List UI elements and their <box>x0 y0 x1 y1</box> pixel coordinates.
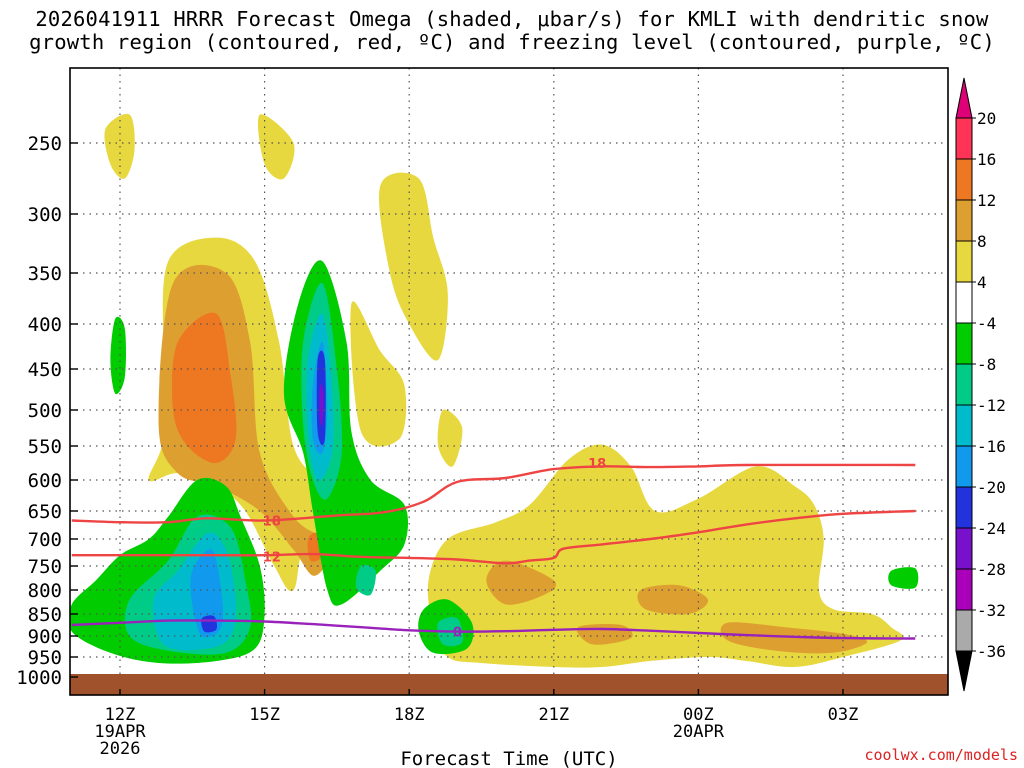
colorbar-swatch-6 <box>955 363 973 406</box>
omega-region-pos12-12 <box>171 312 237 464</box>
omega-region-neg24-29 <box>319 384 324 426</box>
colorbar-label-6: -8 <box>977 355 996 374</box>
plot-grid <box>70 68 948 695</box>
colorbar-label-2: 12 <box>977 191 996 210</box>
x-tick-label-18Z: 18Z <box>394 705 425 725</box>
colorbar-label-8: -16 <box>977 437 1006 456</box>
y-tick-label-400: 400 <box>28 314 62 336</box>
colorbar-label-13: -36 <box>977 642 1006 661</box>
x-tick-sublabel-00Z-0: 20APR <box>673 722 725 742</box>
x-axis-label: Forecast Time (UTC) <box>400 748 617 768</box>
colorbar-swatch-10 <box>955 527 973 570</box>
omega-region-neg8-22 <box>355 564 376 596</box>
x-tick-sublabel-12Z-1: 2026 <box>100 739 141 759</box>
omega-region-neg20-28 <box>201 615 218 633</box>
credit-link[interactable]: coolwx.com/models <box>864 746 1018 764</box>
y-tick-label-350: 350 <box>28 263 62 285</box>
colorbar: 20 16 12 8 4 -4 -8 -12 -16 -20 -24 -28 -32 -36 <box>955 77 1006 692</box>
contour-label-freezing-level-0: 0 <box>453 626 462 641</box>
omega-region-neg4-18 <box>888 567 919 589</box>
y-tick-label-250: 250 <box>28 133 62 155</box>
y-tick-label-550: 550 <box>28 436 62 458</box>
contour-label-dgz-18-upper: 18 <box>588 457 606 472</box>
omega-region-pos4-1 <box>257 114 295 180</box>
colorbar-label-10: -24 <box>977 519 1006 538</box>
x-tick-label-00Z: 00Z <box>683 705 714 725</box>
colorbar-swatch-2 <box>955 199 973 242</box>
contour-freezing-level-0 <box>71 619 916 640</box>
x-tick-label-21Z: 21Z <box>538 705 569 725</box>
colorbar-swatch-8 <box>955 445 973 488</box>
y-tick-label-950: 950 <box>28 647 62 669</box>
y-tick-label-700: 700 <box>28 529 62 551</box>
colorbar-swatch-3 <box>955 240 973 283</box>
temperature-contours: 18 12 18 0 <box>71 457 916 641</box>
contour-label-dgz-minus12: 12 <box>263 550 281 565</box>
contour-label-dgz-minus18: 18 <box>263 515 281 530</box>
omega-region-neg4-14 <box>110 316 126 395</box>
colorbar-label-4: 4 <box>977 273 987 292</box>
colorbar-label-1: 16 <box>977 150 996 169</box>
omega-region-pos4-6 <box>427 444 904 668</box>
colorbar-label-5: -4 <box>977 314 996 333</box>
omega-region-pos4-5 <box>437 409 463 467</box>
y-tick-label-600: 600 <box>28 470 62 492</box>
ground-layer <box>70 674 948 695</box>
colorbar-label-9: -20 <box>977 478 1006 497</box>
plot-frame <box>69 67 949 696</box>
colorbar-label-0: 20 <box>977 109 996 128</box>
chart-title-line1: 2026041911 HRRR Forecast Omega (shaded, … <box>35 7 989 31</box>
y-tick-label-500: 500 <box>28 400 62 422</box>
y-tick-label-300: 300 <box>28 204 62 226</box>
colorbar-swatch-5 <box>955 322 973 365</box>
y-tick-label-850: 850 <box>28 604 62 626</box>
colorbar-swatch-9 <box>955 486 973 529</box>
ground-band <box>70 674 948 695</box>
colorbar-swatch-11 <box>955 568 973 611</box>
colorbar-swatch-1 <box>955 158 973 201</box>
chart-title: 2026041911 HRRR Forecast Omega (shaded, … <box>0 8 1024 54</box>
colorbar-swatch-7 <box>955 404 973 447</box>
x-tick-sublabel-12Z-0: 19APR <box>94 722 146 742</box>
colorbar-swatch-4 <box>955 281 973 324</box>
omega-region-pos8-8 <box>486 560 557 605</box>
y-tick-label-800: 800 <box>28 580 62 602</box>
colorbar-top-arrow <box>955 77 973 119</box>
colorbar-bottom-arrow <box>955 650 973 692</box>
y-tick-label-450: 450 <box>28 359 62 381</box>
x-tick-label-12Z: 12Z <box>105 705 136 725</box>
omega-region-pos4-4 <box>350 301 407 447</box>
omega-region-neg16-26 <box>190 549 224 638</box>
y-tick-label-650: 650 <box>28 501 62 523</box>
colorbar-label-3: 8 <box>977 232 987 251</box>
contour-dgz-minus18 <box>71 463 916 524</box>
y-tick-label-1000: 1000 <box>16 667 62 689</box>
colorbar-label-12: -32 <box>977 601 1006 620</box>
y-tick-label-750: 750 <box>28 556 62 578</box>
omega-region-pos4-2 <box>378 172 448 361</box>
colorbar-swatch-12 <box>955 609 973 652</box>
colorbar-label-7: -12 <box>977 396 1006 415</box>
y-axis: 2503003504004505005506006507007508008509… <box>16 133 78 689</box>
plot-border <box>69 67 949 696</box>
contour-dgz-minus12 <box>71 509 916 565</box>
colorbar-swatch-0 <box>955 117 973 160</box>
colorbar-label-11: -28 <box>977 560 1006 579</box>
x-tick-label-15Z: 15Z <box>249 705 280 725</box>
chart-title-line2: growth region (contoured, red, ºC) and f… <box>29 30 995 54</box>
omega-region-pos8-9 <box>637 584 709 615</box>
y-tick-label-900: 900 <box>28 626 62 648</box>
x-tick-label-03Z: 03Z <box>828 705 859 725</box>
